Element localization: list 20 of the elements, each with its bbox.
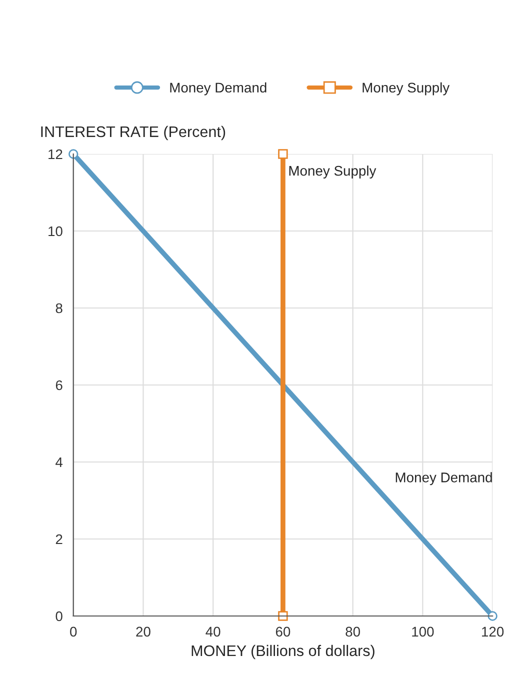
y-tick-label: 12 xyxy=(48,149,62,160)
x-tick-label: 60 xyxy=(276,626,290,637)
x-axis-title: MONEY (Billions of dollars) xyxy=(192,644,374,660)
x-tick-label: 100 xyxy=(412,626,434,637)
x-tick-label: 120 xyxy=(482,626,504,637)
legend-label: Money Supply xyxy=(362,82,450,96)
y-tick-label: 8 xyxy=(56,303,62,314)
x-tick-label: 20 xyxy=(136,626,150,637)
text: Money Supply xyxy=(289,166,376,178)
text: Money Demand xyxy=(396,472,492,486)
y-axis-title: INTEREST RATE (Percent) xyxy=(41,126,226,140)
x-tick-label: 0 xyxy=(70,626,77,637)
x-tick-label: 40 xyxy=(206,626,220,637)
y-tick-label: 6 xyxy=(56,380,62,390)
y-tick-label: 4 xyxy=(56,457,63,468)
y-tick-label: 0 xyxy=(56,611,62,622)
y-tick-label: 2 xyxy=(56,534,62,544)
y-tick-label: 10 xyxy=(48,226,62,236)
x-tick-label: 80 xyxy=(346,626,360,637)
legend-label: Money Demand xyxy=(170,82,266,96)
